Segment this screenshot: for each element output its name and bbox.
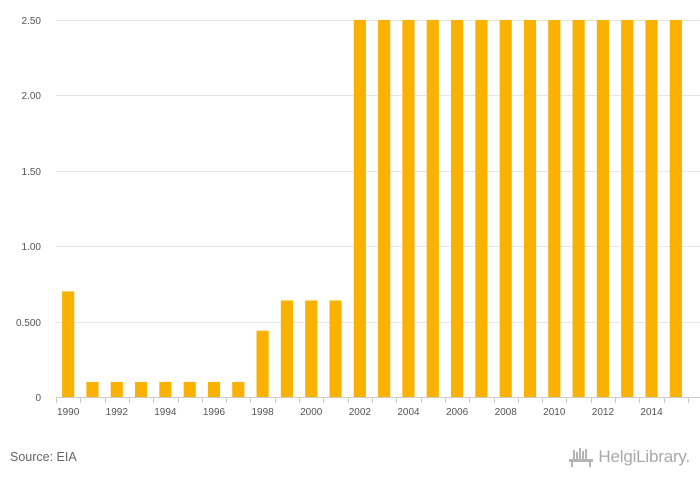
bar-2007[interactable]: [475, 20, 488, 397]
helgi-library-logo-icon: [569, 448, 594, 467]
bar-2000[interactable]: [305, 300, 318, 397]
bar-1998[interactable]: [256, 330, 269, 397]
bar-1996[interactable]: [207, 381, 221, 397]
bar-2009[interactable]: [523, 20, 537, 397]
x-tick-label: 1992: [106, 407, 129, 418]
gridlines: [56, 20, 700, 398]
bar-1995[interactable]: [183, 381, 196, 397]
x-tick-label: 1998: [251, 407, 274, 418]
brand-link[interactable]: HelgiLibrary.: [568, 446, 690, 468]
x-tick-label: 1996: [203, 407, 226, 418]
bar-2015[interactable]: [669, 20, 682, 397]
y-tick-label: 2.00: [22, 91, 42, 102]
x-tick-label: 1990: [57, 407, 80, 418]
y-tick-label: 1.00: [22, 242, 42, 253]
y-tick-label: 2.50: [22, 16, 42, 27]
x-tick-label: 2004: [397, 407, 420, 418]
y-tick-label: 0: [35, 393, 41, 404]
x-tick-label: 2012: [592, 407, 615, 418]
x-tick-label: 2000: [300, 407, 323, 418]
x-tick-label: 2014: [640, 407, 663, 418]
bar-2011[interactable]: [572, 20, 585, 397]
bar-1999[interactable]: [280, 300, 293, 397]
bar-2006[interactable]: [451, 20, 464, 397]
bar-2008[interactable]: [499, 20, 512, 397]
bar-1990[interactable]: [62, 291, 75, 397]
bar-1994[interactable]: [159, 381, 172, 397]
bar-2004[interactable]: [402, 20, 415, 397]
x-tick-label: 2010: [543, 407, 566, 418]
bar-2003[interactable]: [378, 20, 391, 397]
bar-1992[interactable]: [110, 381, 123, 397]
bar-1993[interactable]: [135, 381, 148, 397]
bar-1991[interactable]: [86, 381, 99, 397]
x-tick-label: 2002: [349, 407, 372, 418]
x-tick-label: 2006: [446, 407, 469, 418]
chart-footer: Source: EIA HelgiLibrary.: [0, 438, 700, 483]
y-axis-ticks: 0 0.500 1.00 1.50 2.00 2.50: [16, 16, 41, 404]
bar-2010[interactable]: [548, 20, 561, 397]
y-tick-label: 1.50: [22, 167, 42, 178]
x-axis-ticks: 1990 1992 1994 1996 1998 2000 2002 2004 2006 2008…: [56, 397, 689, 418]
brand-text: HelgiLibrary.: [598, 447, 690, 466]
bar-2014[interactable]: [645, 20, 658, 397]
bar-2013[interactable]: [621, 20, 634, 397]
bar-2005[interactable]: [426, 20, 439, 397]
y-tick-label: 0.500: [16, 318, 41, 329]
x-tick-label: 1994: [154, 407, 177, 418]
x-tick-label: 2008: [495, 407, 518, 418]
source-label: Source: EIA: [10, 450, 77, 464]
bar-1997[interactable]: [232, 381, 245, 397]
bar-2001[interactable]: [329, 300, 342, 397]
bars: [62, 20, 682, 397]
bar-2012[interactable]: [596, 20, 609, 397]
bar-2002[interactable]: [353, 20, 366, 397]
